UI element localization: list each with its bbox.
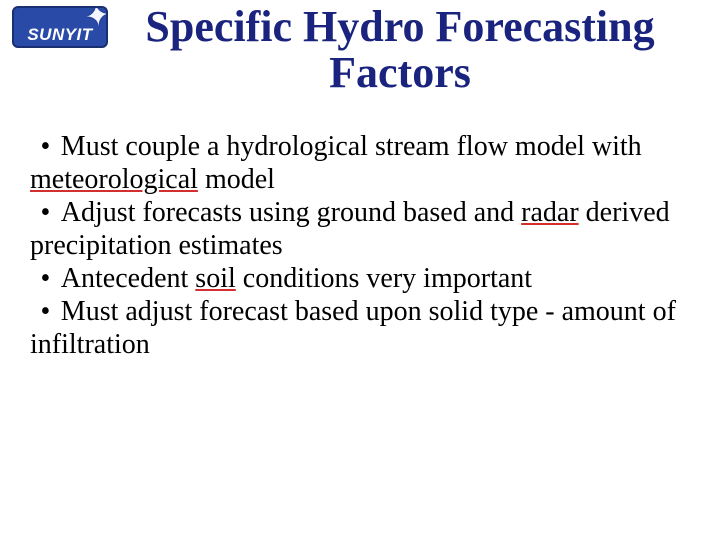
slide: ✦ SUNYIT Specific Hydro Forecasting Fact… bbox=[0, 0, 720, 540]
title-line-1: Specific Hydro Forecasting bbox=[145, 2, 654, 51]
slide-title: Specific Hydro Forecasting Factors bbox=[100, 4, 700, 96]
bullet-text-lead: Adjust forecasts using ground based and bbox=[61, 197, 521, 228]
logo-text: SUNYIT bbox=[20, 25, 100, 45]
bullet-text-tail: conditions very important bbox=[236, 263, 532, 294]
bullet-text-lead: Must adjust forecast based upon solid ty… bbox=[30, 296, 676, 360]
bullet-text-tail: model bbox=[198, 164, 275, 195]
bullet-item: Must adjust forecast based upon solid ty… bbox=[30, 295, 690, 361]
bullet-text-underlined: meteorological bbox=[30, 164, 198, 195]
bullet-text-lead: Must couple a hydrological stream flow m… bbox=[61, 131, 642, 162]
bullet-text-underlined: soil bbox=[195, 263, 235, 294]
slide-body: Must couple a hydrological stream flow m… bbox=[30, 130, 690, 361]
bullet-text-lead: Antecedent bbox=[61, 263, 196, 294]
bullet-item: Must couple a hydrological stream flow m… bbox=[30, 130, 690, 196]
bullet-item: Adjust forecasts using ground based and … bbox=[30, 196, 690, 262]
logo-badge: ✦ SUNYIT bbox=[12, 6, 108, 48]
bullet-item: Antecedent soil conditions very importan… bbox=[30, 262, 690, 295]
bullet-text-underlined: radar bbox=[521, 197, 579, 228]
title-line-2: Factors bbox=[329, 48, 471, 97]
